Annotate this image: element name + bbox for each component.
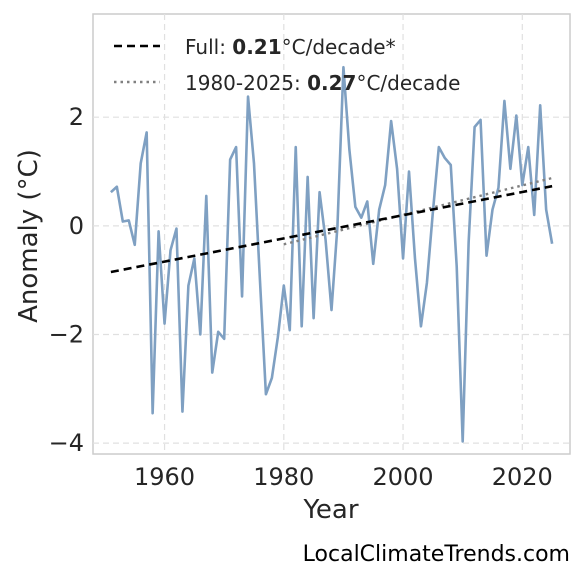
legend-full-value: 0.21	[232, 35, 281, 59]
grid	[93, 14, 570, 454]
y-tick-label: 2	[69, 103, 84, 131]
anomaly-series-line	[110, 65, 554, 443]
y-tick-label: 0	[69, 212, 84, 240]
legend-label-full: Full: 0.21°C/decade*	[185, 35, 396, 59]
x-tick-label: 2020	[492, 463, 553, 491]
legend: Full: 0.21°C/decade* 1980-2025: 0.27°C/d…	[114, 35, 460, 95]
y-axis-label: Anomaly (°C)	[14, 149, 44, 323]
legend-recent-value: 0.27	[307, 71, 356, 95]
tick-labels: 1960 1980 2000 2020 −4 −2 0 2	[49, 103, 553, 491]
trend-line-full	[110, 184, 553, 274]
x-tick-label: 2000	[373, 463, 434, 491]
legend-full-prefix: Full:	[185, 35, 232, 59]
legend-full-suffix: °C/decade*	[282, 35, 396, 59]
x-tick-label: 1980	[253, 463, 314, 491]
legend-label-recent: 1980-2025: 0.27°C/decade	[185, 71, 460, 95]
watermark: LocalClimateTrends.com	[303, 542, 570, 567]
legend-recent-prefix: 1980-2025:	[185, 71, 307, 95]
series-lines	[110, 184, 553, 274]
x-axis-label: Year	[302, 495, 358, 525]
y-tick-label: −4	[49, 429, 84, 457]
x-tick-label: 1960	[134, 463, 195, 491]
legend-recent-suffix: °C/decade	[356, 71, 460, 95]
y-tick-label: −2	[49, 320, 84, 348]
